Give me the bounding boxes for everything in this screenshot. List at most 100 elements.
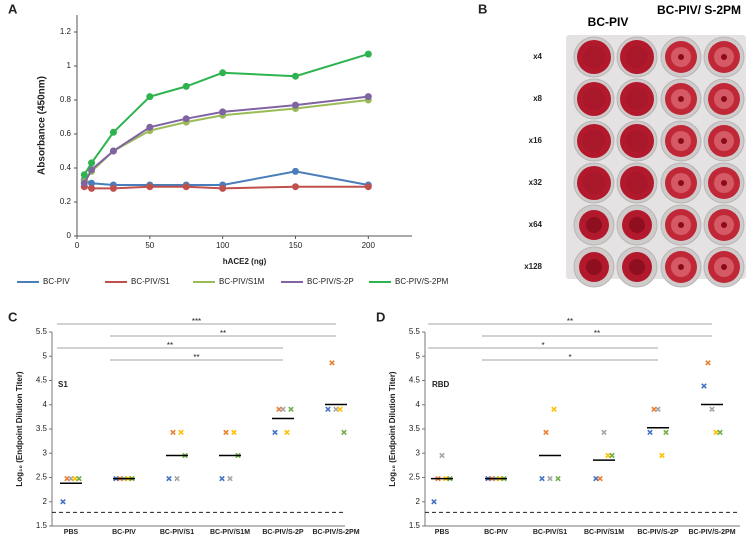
series-line: [83, 99, 369, 183]
data-point: [547, 475, 553, 482]
well-dot: [721, 138, 727, 144]
x-axis-label: hACE2 (ng): [223, 257, 267, 266]
x-tick-label: 50: [145, 241, 154, 250]
well-center: [583, 88, 605, 110]
significance-label: **: [220, 329, 226, 338]
data-point: [647, 429, 653, 436]
well-dot: [678, 138, 684, 144]
y-tick-label: 5: [43, 351, 48, 360]
y-tick-label: 2: [43, 497, 48, 506]
data-point: [597, 475, 603, 482]
column-header-box: BC-PIV: [587, 15, 629, 29]
row-label: x4: [533, 52, 542, 61]
significance-label: **: [193, 353, 199, 362]
data-point: [219, 475, 225, 482]
y-axis-label: Log₁₀ (Endpoint Dilution Titer): [15, 371, 24, 487]
well-dot: [721, 54, 727, 60]
data-point: [291, 167, 299, 175]
panel-label: A: [8, 1, 18, 16]
x-tick-label: 100: [216, 241, 230, 250]
x-tick-label: BC-PIV/S1: [160, 529, 194, 536]
data-point: [231, 429, 237, 436]
y-axis-label: Log₁₀ (Endpoint Dilution Titer): [388, 371, 397, 487]
data-point: [655, 406, 661, 412]
data-point: [291, 101, 299, 109]
y-tick-label: 2: [416, 497, 421, 506]
series-line: [83, 95, 369, 184]
y-tick-label: 3: [43, 448, 48, 457]
data-point: [170, 429, 176, 436]
x-tick-label: BC-PIV/S1: [533, 529, 567, 536]
data-point: [325, 406, 331, 412]
y-tick-label: 0.2: [60, 197, 72, 206]
data-point: [431, 498, 437, 505]
well-dot: [678, 54, 684, 60]
data-point: [288, 406, 294, 412]
legend-label: BC-PIV/S1M: [219, 277, 265, 286]
data-point: [178, 429, 184, 436]
x-tick-label: BC-PIV/S-2PM: [312, 529, 359, 536]
y-tick-label: 4.5: [36, 376, 48, 385]
legend-label: BC-PIV/S-2P: [307, 277, 354, 286]
well-dot: [721, 264, 727, 270]
series-line: [83, 53, 369, 176]
well-dot: [721, 222, 727, 228]
column-header: BC-PIV: [587, 15, 629, 29]
well-center: [626, 46, 648, 68]
x-tick-label: BC-PIV/S1M: [210, 529, 250, 536]
data-point: [223, 429, 229, 436]
data-point: [543, 429, 549, 436]
data-point: [663, 429, 669, 436]
significance-label: **: [167, 341, 173, 350]
data-point: [182, 115, 190, 123]
data-point: [284, 429, 290, 436]
y-axis-label: Absorbance (450nm): [37, 76, 48, 175]
data-point: [88, 179, 96, 187]
x-tick-label: 150: [289, 241, 303, 250]
x-tick-label: BC-PIV: [484, 529, 508, 536]
x-tick-label: BC-PIV/S-2P: [262, 529, 304, 536]
data-point: [109, 147, 117, 155]
row-label: x8: [533, 94, 542, 103]
x-tick-label: BC-PIV/S-2P: [637, 529, 679, 536]
data-point: [146, 183, 154, 191]
y-tick-label: 0.6: [60, 129, 72, 138]
data-point: [705, 360, 711, 366]
data-point: [709, 406, 715, 412]
data-point: [364, 183, 372, 191]
panel-label: C: [8, 309, 18, 324]
data-point: [439, 452, 445, 459]
well-center: [586, 217, 602, 233]
x-tick-label: 200: [362, 241, 376, 250]
panel-sublabel: S1: [58, 380, 68, 389]
data-point: [219, 184, 227, 192]
well-center: [629, 217, 645, 233]
data-point: [341, 429, 347, 436]
legend-label: BC-PIV: [43, 277, 70, 286]
row-label: x32: [529, 178, 543, 187]
data-point: [109, 128, 117, 136]
x-tick-label: 0: [75, 241, 80, 250]
data-point: [146, 123, 154, 131]
well-center: [626, 130, 648, 152]
column-header-box: BC-PIV/ S-2PM: [656, 3, 741, 17]
y-tick-label: 2.5: [36, 473, 48, 482]
well-dot: [721, 96, 727, 102]
y-tick-label: 0.8: [60, 95, 72, 104]
column-header: BC-PIV/ S-2PM: [656, 3, 741, 17]
significance-label: **: [567, 317, 573, 326]
data-point: [146, 93, 154, 101]
data-point: [601, 429, 607, 436]
data-point: [219, 108, 227, 116]
data-point: [80, 179, 88, 187]
y-tick-label: 1.5: [36, 521, 48, 530]
panel-label: B: [478, 1, 487, 16]
y-tick-label: 0: [67, 231, 72, 240]
well-center: [586, 259, 602, 275]
data-point: [291, 72, 299, 80]
x-tick-label: PBS: [64, 529, 79, 536]
well-dot: [678, 264, 684, 270]
legend-label: BC-PIV/S-2PM: [395, 277, 449, 286]
data-point: [88, 159, 96, 167]
well-center: [629, 259, 645, 275]
